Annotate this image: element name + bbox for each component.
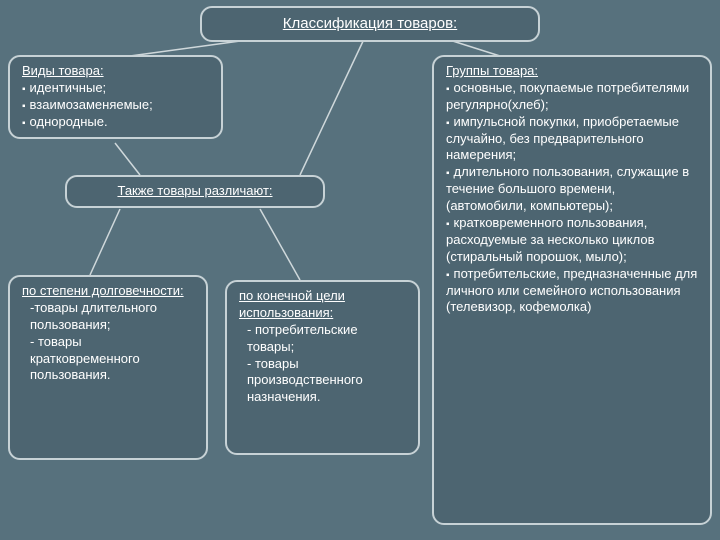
endgoal-item: - товары производственного назначения. [239, 356, 406, 407]
durability-item: - товары кратковременного пользования. [22, 334, 194, 385]
types-box: Виды товара: идентичные; взаимозаменяемы… [8, 55, 223, 139]
groups-header: Группы товара: [446, 63, 698, 80]
endgoal-item: - потребительские товары; [239, 322, 406, 356]
durability-header: по степени долговечности: [22, 283, 194, 300]
types-item: идентичные; [22, 80, 209, 97]
durability-item: -товары длительного пользования; [22, 300, 194, 334]
differ-label: Также товары различают: [117, 183, 272, 198]
endgoal-header: по конечной цели использования: [239, 288, 406, 322]
connector [260, 209, 300, 280]
differ-box: Также товары различают: [65, 175, 325, 208]
durability-box: по степени долговечности: -товары длител… [8, 275, 208, 460]
title-text: Классификация товаров: [283, 15, 457, 32]
groups-item: импульсной покупки, приобретаемые случай… [446, 114, 698, 165]
groups-item: кратковременного пользования, расходуемы… [446, 215, 698, 266]
groups-item: основные, покупаемые потребителями регул… [446, 80, 698, 114]
groups-box: Группы товара: основные, покупаемые потр… [432, 55, 712, 525]
connector [300, 37, 365, 175]
title-box: Классификация товаров: [200, 6, 540, 42]
groups-item: потребительские, предназначенные для лич… [446, 266, 698, 317]
types-item: взаимозаменяемые; [22, 97, 209, 114]
groups-item: длительного пользования, служащие в тече… [446, 164, 698, 215]
connector [90, 209, 120, 275]
types-item: однородные. [22, 114, 209, 131]
types-header: Виды товара: [22, 63, 209, 80]
connector [115, 143, 140, 175]
endgoal-box: по конечной цели использования: - потреб… [225, 280, 420, 455]
